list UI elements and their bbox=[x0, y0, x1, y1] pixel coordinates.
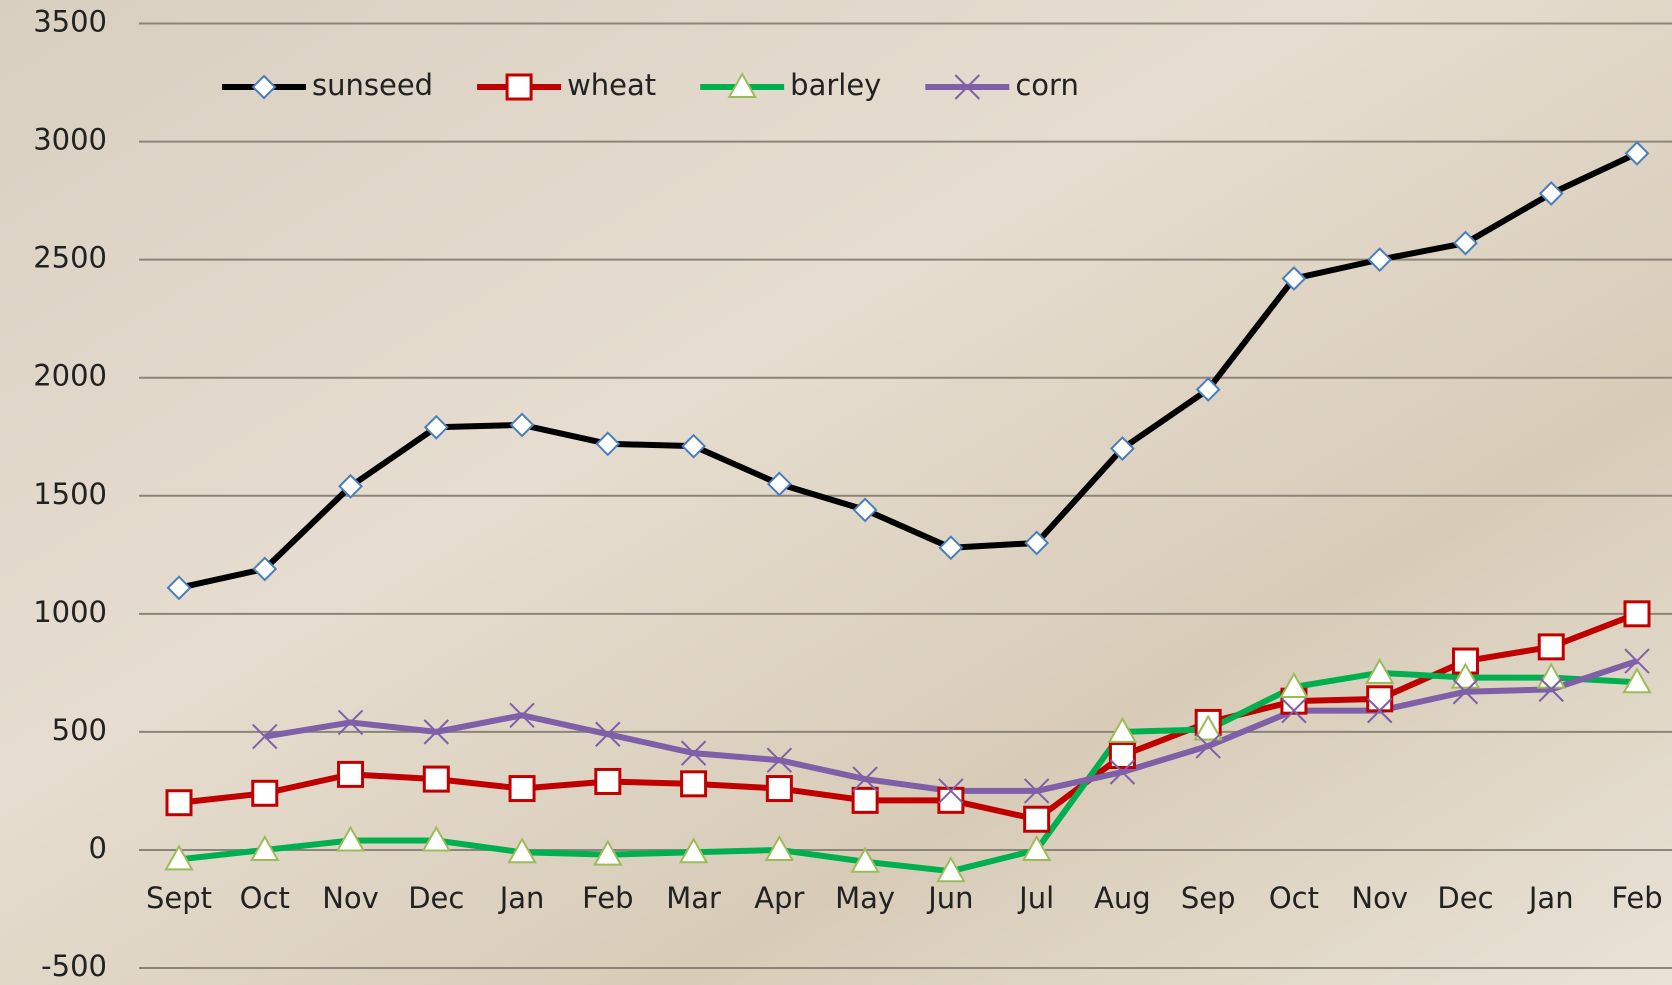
x-tick-label: Jan bbox=[1527, 881, 1574, 915]
marker bbox=[1539, 635, 1563, 659]
x-tick-label: Nov bbox=[1351, 881, 1408, 915]
y-tick-label: 2000 bbox=[33, 359, 107, 393]
marker bbox=[424, 767, 448, 791]
chart: -500 0 500 1000 1500 2000 2500 3000 3500 Sept Oct N… bbox=[0, 0, 1672, 985]
marker bbox=[596, 769, 620, 793]
legend-label: sunseed bbox=[312, 68, 433, 102]
x-tick-label: Nov bbox=[322, 881, 379, 915]
y-tick-label: 1000 bbox=[33, 595, 107, 629]
y-tick-label: 0 bbox=[89, 831, 107, 865]
x-tick-label: Oct bbox=[1269, 881, 1319, 915]
page: {"chart_data": {"type": "line", "categor… bbox=[0, 0, 1672, 985]
marker bbox=[167, 791, 191, 815]
legend-label: corn bbox=[1015, 68, 1078, 102]
x-tick-label: Feb bbox=[582, 881, 633, 915]
x-tick-label: Oct bbox=[240, 881, 290, 915]
x-tick-label: Dec bbox=[408, 881, 464, 915]
marker bbox=[1625, 602, 1649, 626]
x-tick-label: Feb bbox=[1611, 881, 1662, 915]
y-tick-label: 3000 bbox=[33, 123, 107, 157]
x-tick-label: Jun bbox=[926, 881, 973, 915]
x-tick-label: Mar bbox=[666, 881, 721, 915]
marker bbox=[1025, 807, 1049, 831]
x-tick-label: Sep bbox=[1181, 881, 1236, 915]
background bbox=[0, 0, 1672, 985]
y-tick-label: 500 bbox=[52, 713, 107, 747]
x-tick-label: Jan bbox=[498, 881, 545, 915]
legend-label: wheat bbox=[567, 68, 656, 102]
marker bbox=[253, 781, 277, 805]
x-tick-label: Aug bbox=[1094, 881, 1151, 915]
y-tick-label: -500 bbox=[41, 949, 107, 983]
marker bbox=[507, 75, 531, 99]
legend-label: barley bbox=[790, 68, 881, 102]
y-tick-label: 2500 bbox=[33, 241, 107, 275]
x-tick-label: Dec bbox=[1437, 881, 1493, 915]
y-tick-label: 1500 bbox=[33, 477, 107, 511]
x-tick-label: Sept bbox=[146, 881, 212, 915]
marker bbox=[510, 777, 534, 801]
marker bbox=[1368, 687, 1392, 711]
marker bbox=[339, 762, 363, 786]
marker bbox=[682, 772, 706, 796]
y-tick-label: 3500 bbox=[33, 5, 107, 39]
x-tick-label: May bbox=[835, 881, 895, 915]
marker bbox=[767, 777, 791, 801]
x-tick-label: Jul bbox=[1017, 881, 1054, 915]
marker bbox=[853, 788, 877, 812]
x-tick-label: Apr bbox=[754, 881, 804, 915]
